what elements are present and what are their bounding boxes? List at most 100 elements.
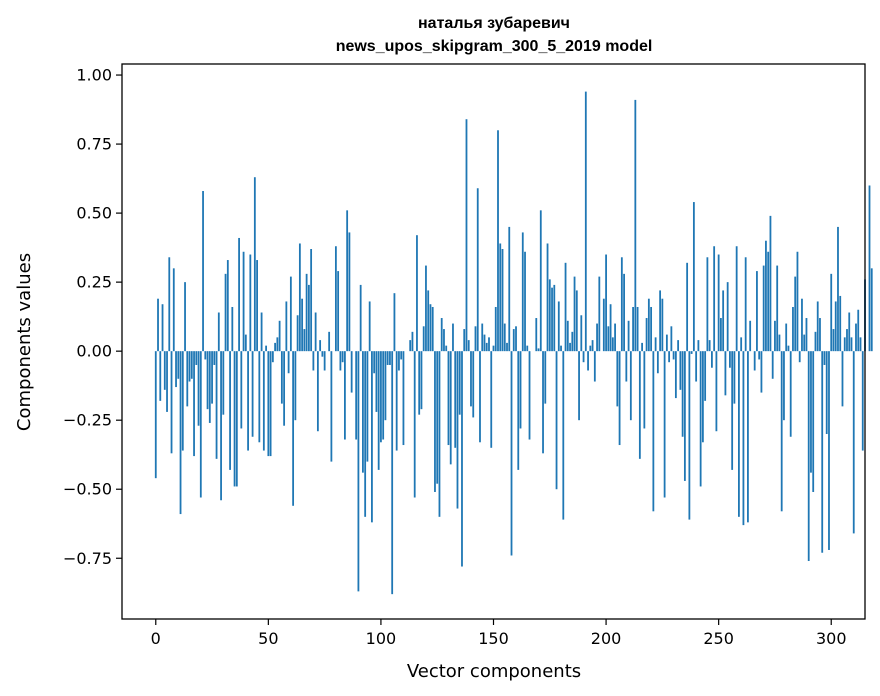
bar: [371, 351, 373, 523]
bar: [711, 351, 713, 368]
bar: [195, 351, 198, 365]
bar: [481, 323, 484, 352]
bar: [852, 351, 855, 534]
bar: [456, 351, 459, 509]
bar: [497, 130, 499, 352]
y-axis-label: Components values: [14, 253, 35, 431]
x-tick-label: 150: [478, 629, 509, 648]
bar: [476, 188, 479, 352]
bar: [697, 340, 700, 352]
bar: [647, 298, 650, 352]
bar: [323, 351, 326, 371]
bar: [688, 351, 691, 520]
bar: [821, 351, 824, 553]
bar: [384, 351, 387, 421]
bar: [571, 331, 574, 352]
bar: [733, 351, 736, 404]
bar: [661, 298, 664, 352]
bar: [434, 351, 436, 492]
bar: [506, 342, 508, 352]
bar: [859, 337, 862, 352]
bar: [301, 298, 304, 352]
bar: [382, 351, 385, 440]
bar: [184, 282, 186, 352]
bar: [280, 351, 283, 404]
bar: [611, 337, 614, 352]
bar: [819, 318, 821, 352]
bar: [283, 351, 286, 426]
bar: [663, 351, 666, 498]
bar: [774, 320, 776, 352]
bar: [341, 351, 344, 363]
x-axis-ticks: 0 50 100 150 200 250 300: [151, 619, 847, 648]
bar: [334, 246, 337, 352]
bar: [400, 351, 403, 360]
bar: [744, 257, 747, 352]
bar: [517, 351, 520, 470]
bar: [783, 351, 785, 421]
bar: [420, 351, 423, 410]
bar: [429, 304, 432, 352]
bar: [206, 351, 209, 410]
bar: [771, 351, 774, 379]
bar: [217, 312, 220, 352]
bar: [389, 351, 391, 365]
bar: [208, 351, 211, 423]
bar: [810, 351, 812, 473]
bar: [391, 351, 394, 595]
bar: [350, 351, 353, 393]
bar: [362, 351, 364, 473]
bar: [618, 351, 621, 446]
bar: [704, 351, 707, 401]
bar: [222, 351, 225, 415]
bar: [805, 318, 808, 352]
bar: [803, 334, 806, 352]
bar: [636, 306, 639, 352]
bar: [848, 312, 851, 352]
bar: [625, 351, 628, 382]
bar: [706, 257, 709, 352]
bar: [170, 351, 173, 454]
bar: [346, 210, 349, 352]
bar: [686, 262, 689, 352]
chart-title: наталья зубаревич: [418, 15, 570, 32]
bar: [479, 351, 481, 443]
bar: [798, 351, 801, 363]
bar: [377, 351, 380, 470]
bar: [776, 265, 779, 352]
bar: [463, 329, 466, 352]
bar: [202, 191, 204, 352]
bar: [683, 351, 686, 481]
bar: [807, 351, 810, 562]
bar: [199, 351, 202, 498]
bar: [623, 273, 625, 352]
bar: [494, 306, 497, 352]
bar: [157, 298, 159, 352]
bar: [713, 246, 716, 352]
bar: [760, 351, 763, 393]
bar: [274, 342, 276, 352]
bar: [521, 232, 524, 352]
x-tick-label: 200: [591, 629, 622, 648]
bar: [578, 351, 580, 421]
bar: [287, 351, 290, 374]
bar: [312, 351, 315, 371]
bar: [508, 226, 511, 352]
bar: [163, 351, 166, 390]
bar: [528, 351, 531, 440]
bar: [310, 249, 313, 352]
bar: [289, 276, 292, 352]
bar: [542, 351, 544, 454]
bar: [213, 351, 216, 365]
bar: [758, 351, 761, 360]
bar: [337, 271, 340, 352]
bar: [850, 337, 853, 352]
bar: [181, 351, 184, 451]
bar: [607, 326, 610, 352]
bar: [555, 351, 558, 490]
bar: [720, 318, 722, 352]
bar: [726, 282, 729, 352]
bar: [857, 309, 860, 352]
bar: [425, 265, 427, 352]
